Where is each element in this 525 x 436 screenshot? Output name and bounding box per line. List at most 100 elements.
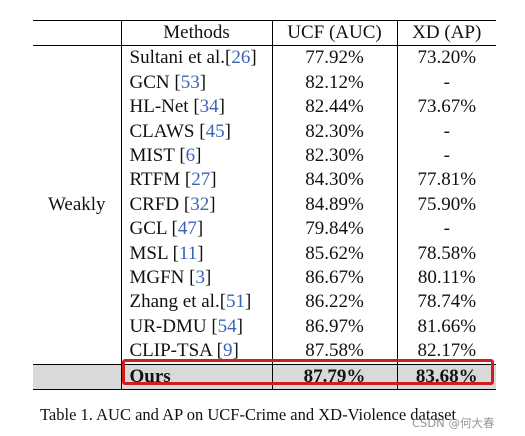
ref-bracket-close: ] <box>218 96 225 118</box>
method-name: MIST <box>129 145 180 167</box>
header-xd-ap: XD (AP) <box>396 20 496 46</box>
ucf-auc-cell: 82.30% <box>271 119 397 145</box>
method-name: HL-Net <box>129 96 194 118</box>
ref-bracket-open: [ <box>183 193 191 215</box>
ref-bracket-open: [ <box>211 315 218 337</box>
method-cell: CLAWS [45] <box>120 119 272 145</box>
reference-link[interactable]: 47 <box>177 218 197 240</box>
header-row: Methods UCF (AUC) XD (AP) <box>33 20 496 46</box>
method-name: GCL <box>129 218 172 240</box>
ours-ucf-auc: 87.79% <box>271 364 397 390</box>
ucf-auc-cell: 79.84% <box>271 217 397 242</box>
method-cell: MSL [11] <box>120 241 272 267</box>
xd-ap-cell: 77.81% <box>396 168 496 193</box>
method-name: MGFN <box>129 267 190 289</box>
ref-bracket-close: ] <box>199 71 207 93</box>
ref-bracket-close: ] <box>196 218 204 240</box>
ours-row: Ours 87.79% 83.68% <box>33 364 496 390</box>
reference-link[interactable]: 6 <box>185 145 196 167</box>
xd-ap-cell: - <box>396 70 496 96</box>
reference-link[interactable]: 27 <box>191 169 211 191</box>
method-cell: GCL [47] <box>120 217 272 242</box>
ucf-auc-cell: 86.97% <box>271 314 397 340</box>
ucf-auc-cell: 82.12% <box>271 70 397 96</box>
ref-bracket-open: [ <box>193 96 200 118</box>
reference-link[interactable]: 9 <box>222 340 233 362</box>
table-row: GCL [47] 79.84% - <box>33 217 496 242</box>
reference-link[interactable]: 54 <box>217 315 237 337</box>
ucf-auc-cell: 77.92% <box>271 45 397 71</box>
method-name: Sultani et al. <box>129 47 226 69</box>
reference-link[interactable]: 45 <box>205 120 225 142</box>
xd-ap-cell: - <box>396 144 496 169</box>
ref-bracket-close: ] <box>209 193 216 215</box>
method-name: CRFD <box>129 193 184 215</box>
xd-ap-cell: 75.90% <box>396 192 496 218</box>
ref-bracket-open: [ <box>179 145 186 167</box>
watermark: CSDN @何大春 <box>412 416 495 430</box>
table-row: MIST [6] 82.30% - <box>33 144 496 169</box>
reference-link[interactable]: 53 <box>180 71 200 93</box>
ref-bracket-close: ] <box>197 242 204 264</box>
ucf-auc-cell: 84.30% <box>271 168 397 193</box>
table-row: CLAWS [45] 82.30% - <box>33 119 496 145</box>
reference-link[interactable]: 34 <box>199 96 219 118</box>
method-cell: CLIP-TSA [9] <box>120 339 272 365</box>
ours-xd-ap: 83.68% <box>396 364 496 390</box>
table-row: HL-Net [34] 82.44% 73.67% <box>33 95 496 120</box>
xd-ap-cell: 73.67% <box>396 95 496 120</box>
method-name: UR-DMU <box>129 315 212 337</box>
method-cell: MIST [6] <box>120 144 272 169</box>
xd-ap-cell: 78.58% <box>396 241 496 267</box>
method-name: CLAWS <box>129 120 200 142</box>
reference-link[interactable]: 11 <box>178 242 198 264</box>
reference-link[interactable]: 32 <box>190 193 210 215</box>
method-name: MSL <box>129 242 173 264</box>
ref-bracket-close: ] <box>236 315 243 337</box>
reference-link[interactable]: 26 <box>231 47 251 69</box>
xd-ap-cell: 73.20% <box>396 45 496 71</box>
method-cell: GCN [53] <box>120 70 272 96</box>
method-name: GCN <box>129 71 175 93</box>
ref-bracket-close: ] <box>210 169 217 191</box>
xd-ap-cell: 82.17% <box>396 339 496 365</box>
table-row: MSL [11] 85.62% 78.58% <box>33 241 496 267</box>
table-row: CRFD [32] 84.89% 75.90% <box>33 192 496 218</box>
ref-bracket-close: ] <box>245 291 252 313</box>
ucf-auc-cell: 82.30% <box>271 144 397 169</box>
ucf-auc-cell: 87.58% <box>271 339 397 365</box>
header-group <box>33 21 121 46</box>
results-table: Methods UCF (AUC) XD (AP) Weakly Sultani … <box>33 20 496 390</box>
ref-bracket-open: [ <box>225 47 232 69</box>
ucf-auc-cell: 86.22% <box>271 290 397 315</box>
table-row: Weakly Sultani et al.[26] 77.92% 73.20% <box>33 45 496 215</box>
method-cell: Sultani et al.[26] <box>120 45 272 71</box>
xd-ap-cell: - <box>396 217 496 242</box>
table-caption: Table 1. AUC and AP on UCF-Crime and XD-… <box>40 405 457 424</box>
ref-bracket-open: [ <box>174 71 181 93</box>
ucf-auc-cell: 84.89% <box>271 192 397 218</box>
ucf-auc-cell: 85.62% <box>271 241 397 267</box>
ref-bracket-close: ] <box>232 340 239 362</box>
ref-bracket-open: [ <box>184 169 192 191</box>
results-body: Weakly Sultani et al.[26] 77.92% 73.20% GCN … <box>33 45 496 390</box>
xd-ap-cell: 80.11% <box>396 266 496 291</box>
xd-ap-cell: - <box>396 119 496 145</box>
method-cell: MGFN [3] <box>120 266 272 291</box>
method-name: Zhang et al. <box>129 291 220 313</box>
header-ucf-auc: UCF (AUC) <box>271 20 397 46</box>
method-cell: RTFM [27] <box>120 168 272 193</box>
xd-ap-cell: 81.66% <box>396 314 496 340</box>
ref-bracket-close: ] <box>204 267 212 289</box>
method-cell: CRFD [32] <box>120 192 272 218</box>
reference-link[interactable]: 3 <box>195 267 205 289</box>
method-name: RTFM <box>129 169 185 191</box>
xd-ap-cell: 78.74% <box>396 290 496 315</box>
method-cell: Zhang et al.[51] <box>120 290 272 315</box>
ref-bracket-open: [ <box>172 242 179 264</box>
ref-bracket-open: [ <box>216 340 223 362</box>
reference-link[interactable]: 51 <box>226 291 246 313</box>
table-row: GCN [53] 82.12% - <box>33 70 496 96</box>
ref-bracket-close: ] <box>224 120 231 142</box>
ours-method-name: Ours <box>120 364 272 390</box>
